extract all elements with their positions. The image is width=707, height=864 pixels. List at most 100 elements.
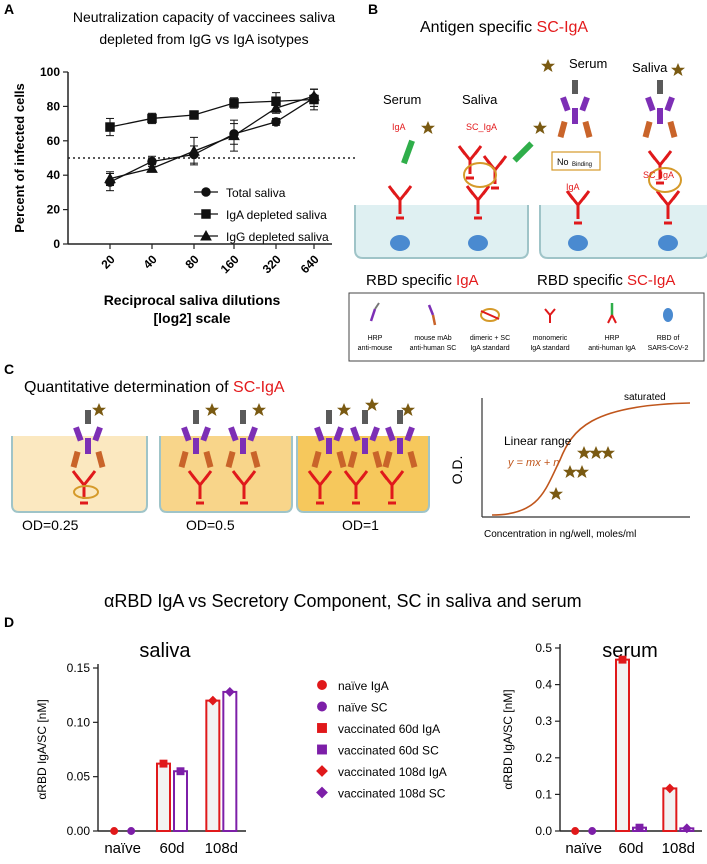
x-tick-label: naïve bbox=[565, 840, 602, 857]
curve-saturated-label: saturated bbox=[624, 392, 666, 403]
line bbox=[480, 310, 500, 320]
legend-line2: IgA standard bbox=[530, 345, 569, 352]
data-point bbox=[188, 145, 200, 156]
legend-line2: SARS-CoV-2 bbox=[648, 345, 689, 352]
bar-marker-iga bbox=[110, 827, 119, 835]
panel-a-title-line1: Neutralization capacity of vaccinees sal… bbox=[73, 9, 335, 25]
y-tick-label: 0.05 bbox=[67, 770, 91, 784]
legend-label: naïve IgA bbox=[338, 679, 389, 693]
x-axis-label: Reciprocal saliva dilutions bbox=[104, 292, 281, 308]
data-point bbox=[308, 90, 320, 101]
legend-marker-1 bbox=[317, 701, 327, 712]
well-right bbox=[539, 205, 707, 259]
y-tick-label: 0 bbox=[53, 237, 60, 251]
curve-ylabel: O.D. bbox=[449, 456, 465, 485]
well-mid bbox=[159, 436, 293, 513]
label-sc-iga-2: SC_IgA bbox=[643, 170, 674, 180]
panel-d-letter: D bbox=[4, 614, 14, 630]
serum-bar-chart: serum 0.0 0.1 0.2 0.3 0.4 0.5 αRBD IgA/SC [nM] n… bbox=[501, 640, 702, 857]
bar-marker-iga bbox=[159, 759, 168, 768]
bar-sc bbox=[173, 770, 188, 833]
y-axis-label: Percent of infected cells bbox=[12, 83, 27, 233]
data-point bbox=[189, 110, 199, 120]
y-tick-label: 0.15 bbox=[67, 661, 91, 675]
x-tick-label: 60d bbox=[618, 840, 643, 857]
well-od-high: OD=1 bbox=[342, 517, 379, 533]
bar-marker-iga bbox=[664, 783, 675, 794]
y-tick-label: 0.4 bbox=[535, 678, 552, 692]
bar-marker-sc bbox=[635, 823, 644, 832]
legend-line1: dimeric + SC bbox=[470, 335, 510, 342]
standard-curve: O.D. Concentration in ng/well, moles/ml … bbox=[449, 392, 691, 540]
label-iga-2: IgA bbox=[566, 182, 580, 192]
curve-linear-label: Linear range bbox=[504, 434, 572, 448]
label-saliva-left: Saliva bbox=[462, 92, 498, 107]
series-line-0 bbox=[109, 97, 315, 183]
legend-marker bbox=[201, 209, 211, 219]
line bbox=[369, 308, 377, 322]
y-tick-label: 20 bbox=[47, 203, 61, 217]
x-tick-label: 60d bbox=[159, 840, 184, 857]
legend-label: naïve SC bbox=[338, 701, 388, 715]
legend-icon-4 bbox=[607, 303, 617, 324]
data-point bbox=[229, 98, 239, 108]
panel-b-letter: B bbox=[368, 1, 378, 17]
rbd-antigen bbox=[658, 235, 678, 251]
legend-label: IgA depleted saliva bbox=[226, 208, 327, 222]
data-point bbox=[271, 117, 281, 127]
data-point bbox=[147, 113, 157, 124]
bar-marker-sc bbox=[176, 767, 185, 776]
well-low bbox=[11, 436, 148, 513]
path bbox=[544, 308, 556, 323]
ellipse bbox=[480, 308, 500, 322]
legend-line1: HRP bbox=[605, 335, 620, 342]
bottom-left-label: RBD specific IgA bbox=[366, 272, 479, 289]
panel-c-title: Quantitative determination of SC-IgA bbox=[24, 379, 285, 396]
line bbox=[374, 302, 380, 310]
line bbox=[431, 314, 437, 326]
bar-marker-iga bbox=[571, 827, 580, 835]
rbd-antigen bbox=[468, 235, 488, 251]
legend-label: vaccinated 108d IgA bbox=[338, 765, 447, 779]
rbd-antigen bbox=[568, 235, 588, 251]
rbd-antigen bbox=[390, 235, 410, 251]
legend-line2: anti-mouse bbox=[358, 345, 393, 352]
bar-marker-iga bbox=[618, 655, 627, 664]
label-sc-iga: SC_IgA bbox=[466, 122, 497, 132]
legend-label: vaccinated 60d IgA bbox=[338, 722, 440, 736]
sigmoid-curve bbox=[491, 402, 691, 516]
y-tick-label: 0.2 bbox=[535, 751, 552, 765]
legend-line2: IgA standard bbox=[470, 345, 509, 352]
legend-icon-5 bbox=[663, 308, 673, 322]
x-tick-label: 20 bbox=[98, 252, 118, 272]
legend-icon-0 bbox=[369, 302, 380, 322]
bar-sc bbox=[222, 690, 238, 833]
panel-d-title: αRBD IgA vs Secretory Component, SC in s… bbox=[104, 591, 582, 611]
chart-title: serum bbox=[602, 640, 658, 662]
legend-icon-3 bbox=[544, 308, 556, 323]
y-axis-label: αRBD IgA/SC [nM] bbox=[35, 699, 49, 799]
legend-marker-2 bbox=[317, 723, 327, 733]
legend-line1: HRP bbox=[368, 335, 383, 342]
y-tick-label: 40 bbox=[47, 168, 61, 182]
y-tick-label: 0.3 bbox=[535, 714, 552, 728]
x-tick-label: 320 bbox=[260, 252, 284, 276]
well-left bbox=[354, 205, 529, 259]
x-tick-label: 108d bbox=[662, 840, 695, 857]
panel-d-legend: naïve IgA naïve SC vaccinated 60d IgA vacci… bbox=[316, 679, 447, 801]
bar-iga bbox=[205, 699, 221, 832]
curve-xlabel: Concentration in ng/well, moles/ml bbox=[484, 529, 636, 540]
legend-box bbox=[348, 292, 705, 362]
bar-marker-sc bbox=[588, 827, 597, 835]
no-binding-box bbox=[551, 151, 601, 171]
legend-marker-4 bbox=[316, 765, 328, 777]
legend-marker bbox=[200, 229, 212, 241]
bar-iga bbox=[615, 658, 630, 832]
y-tick-label: 0.5 bbox=[535, 641, 552, 655]
label-serum-left: Serum bbox=[383, 92, 421, 107]
bar-marker-iga bbox=[207, 695, 218, 706]
x-tick-label: 108d bbox=[205, 840, 238, 857]
panel-b-title: Antigen specific SC-IgA bbox=[420, 19, 588, 36]
legend-line2: anti-human IgA bbox=[588, 345, 636, 352]
